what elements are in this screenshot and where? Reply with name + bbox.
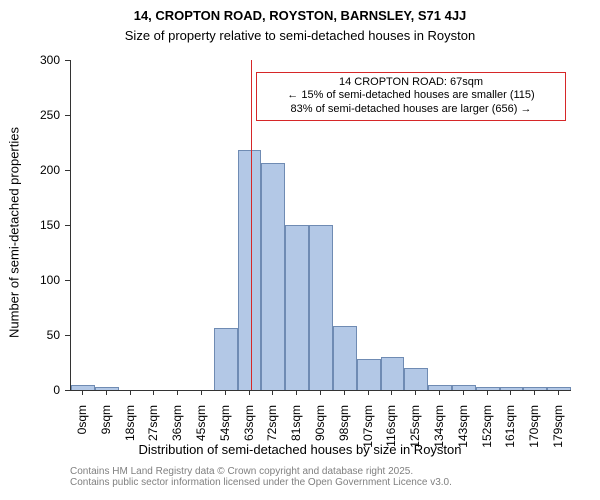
annotation-box: 14 CROPTON ROAD: 67sqm← 15% of semi-deta… bbox=[256, 72, 566, 121]
histogram-bar bbox=[285, 225, 309, 390]
y-tick-mark bbox=[65, 115, 70, 116]
histogram-bar bbox=[357, 359, 381, 390]
x-tick-mark bbox=[368, 390, 369, 395]
x-tick-mark bbox=[272, 390, 273, 395]
footer-text: Contains HM Land Registry data © Crown c… bbox=[70, 466, 452, 488]
chart-subtitle: Size of property relative to semi-detach… bbox=[0, 28, 600, 43]
footer-line-1: Contains HM Land Registry data © Crown c… bbox=[70, 466, 452, 477]
x-tick-label: 125sqm bbox=[408, 405, 422, 455]
x-tick-label: 27sqm bbox=[146, 405, 160, 455]
x-tick-mark bbox=[415, 390, 416, 395]
x-tick-mark bbox=[82, 390, 83, 395]
y-tick-mark bbox=[65, 60, 70, 61]
y-tick-mark bbox=[65, 390, 70, 391]
histogram-bar bbox=[214, 328, 238, 390]
x-tick-label: 152sqm bbox=[480, 405, 494, 455]
x-tick-mark bbox=[320, 390, 321, 395]
x-tick-label: 81sqm bbox=[289, 405, 303, 455]
x-tick-mark bbox=[487, 390, 488, 395]
x-tick-mark bbox=[391, 390, 392, 395]
x-tick-mark bbox=[249, 390, 250, 395]
histogram-bar bbox=[381, 357, 405, 390]
annotation-line: 83% of semi-detached houses are larger (… bbox=[263, 103, 559, 117]
x-tick-label: 9sqm bbox=[99, 405, 113, 455]
x-tick-mark bbox=[463, 390, 464, 395]
x-tick-label: 143sqm bbox=[456, 405, 470, 455]
annotation-line: ← 15% of semi-detached houses are smalle… bbox=[263, 89, 559, 103]
x-tick-label: 170sqm bbox=[527, 405, 541, 455]
histogram-bar bbox=[404, 368, 428, 390]
x-tick-mark bbox=[106, 390, 107, 395]
x-tick-label: 0sqm bbox=[75, 405, 89, 455]
plot-area: 14 CROPTON ROAD: 67sqm← 15% of semi-deta… bbox=[70, 60, 571, 391]
y-tick-label: 100 bbox=[0, 273, 60, 287]
x-tick-mark bbox=[130, 390, 131, 395]
x-tick-mark bbox=[510, 390, 511, 395]
y-tick-mark bbox=[65, 280, 70, 281]
histogram-bar bbox=[261, 163, 285, 390]
x-tick-mark bbox=[558, 390, 559, 395]
chart-title: 14, CROPTON ROAD, ROYSTON, BARNSLEY, S71… bbox=[0, 8, 600, 23]
y-tick-label: 200 bbox=[0, 163, 60, 177]
x-tick-label: 45sqm bbox=[194, 405, 208, 455]
footer-line-2: Contains public sector information licen… bbox=[70, 477, 452, 488]
y-tick-mark bbox=[65, 225, 70, 226]
x-tick-mark bbox=[534, 390, 535, 395]
x-tick-label: 90sqm bbox=[313, 405, 327, 455]
y-tick-mark bbox=[65, 170, 70, 171]
x-tick-label: 98sqm bbox=[337, 405, 351, 455]
x-tick-label: 107sqm bbox=[361, 405, 375, 455]
x-tick-mark bbox=[201, 390, 202, 395]
x-tick-label: 18sqm bbox=[123, 405, 137, 455]
y-tick-mark bbox=[65, 335, 70, 336]
histogram-bar bbox=[309, 225, 333, 390]
x-tick-label: 54sqm bbox=[218, 405, 232, 455]
x-tick-mark bbox=[344, 390, 345, 395]
x-tick-label: 116sqm bbox=[384, 405, 398, 455]
x-tick-mark bbox=[225, 390, 226, 395]
y-tick-label: 150 bbox=[0, 218, 60, 232]
x-tick-mark bbox=[296, 390, 297, 395]
histogram-bar bbox=[333, 326, 357, 390]
x-tick-label: 36sqm bbox=[170, 405, 184, 455]
annotation-line: 14 CROPTON ROAD: 67sqm bbox=[263, 76, 559, 90]
histogram-bar bbox=[71, 385, 95, 391]
y-tick-label: 300 bbox=[0, 53, 60, 67]
reference-line bbox=[251, 60, 252, 390]
x-tick-mark bbox=[439, 390, 440, 395]
x-tick-label: 134sqm bbox=[432, 405, 446, 455]
x-tick-mark bbox=[153, 390, 154, 395]
chart-container: 14, CROPTON ROAD, ROYSTON, BARNSLEY, S71… bbox=[0, 0, 600, 500]
histogram-bar bbox=[238, 150, 262, 390]
x-tick-label: 72sqm bbox=[265, 405, 279, 455]
x-tick-label: 179sqm bbox=[551, 405, 565, 455]
x-tick-mark bbox=[177, 390, 178, 395]
y-tick-label: 250 bbox=[0, 108, 60, 122]
y-tick-label: 0 bbox=[0, 383, 60, 397]
y-tick-label: 50 bbox=[0, 328, 60, 342]
x-tick-label: 161sqm bbox=[503, 405, 517, 455]
x-tick-label: 63sqm bbox=[242, 405, 256, 455]
